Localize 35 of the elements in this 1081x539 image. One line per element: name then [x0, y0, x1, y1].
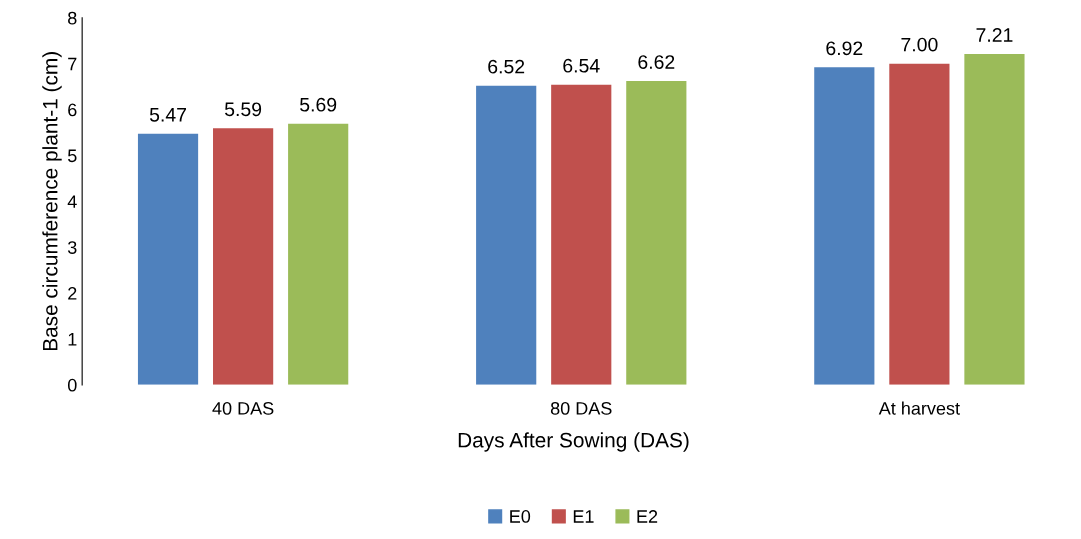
data-label: 6.52 [488, 59, 525, 74]
data-label: 6.92 [826, 41, 863, 56]
y-tick-label: 2 [68, 287, 77, 300]
y-tick-label: 0 [67, 378, 77, 392]
bar [551, 84, 612, 385]
data-label: 5.59 [224, 102, 262, 117]
x-tick-label: 80 DAS [550, 401, 612, 415]
y-axis-title: Base circumference plant-1 (cm) [42, 52, 62, 351]
data-label: 5.47 [149, 108, 186, 122]
y-tick-label: 1 [68, 333, 77, 346]
data-label: 7.00 [901, 37, 938, 52]
data-label: 5.69 [300, 97, 337, 112]
data-label: 7.21 [976, 28, 1013, 42]
y-tick-label: 6 [68, 103, 77, 117]
bar [288, 123, 349, 385]
y-tick-label: 8 [68, 11, 77, 25]
x-axis-title: Days After Sowing (DAS) [458, 432, 689, 452]
legend-label: E0 [510, 510, 531, 523]
data-label: 6.62 [638, 55, 675, 69]
y-tick-label: 5 [67, 149, 77, 163]
y-tick-label: 7 [68, 57, 77, 71]
y-tick-label: 3 [67, 241, 77, 254]
bar [213, 128, 274, 385]
bar [889, 63, 950, 385]
x-tick-label: At harvest [878, 401, 960, 415]
bar [476, 85, 537, 385]
bar [626, 81, 687, 385]
legend-label: E2 [637, 510, 658, 523]
bar [964, 54, 1025, 385]
legend-label: E1 [573, 510, 594, 523]
data-label: 6.54 [563, 58, 600, 73]
x-tick-label: 40 DAS [212, 401, 274, 415]
y-tick-label: 4 [67, 195, 77, 208]
bar [814, 67, 875, 385]
bar [137, 133, 199, 385]
